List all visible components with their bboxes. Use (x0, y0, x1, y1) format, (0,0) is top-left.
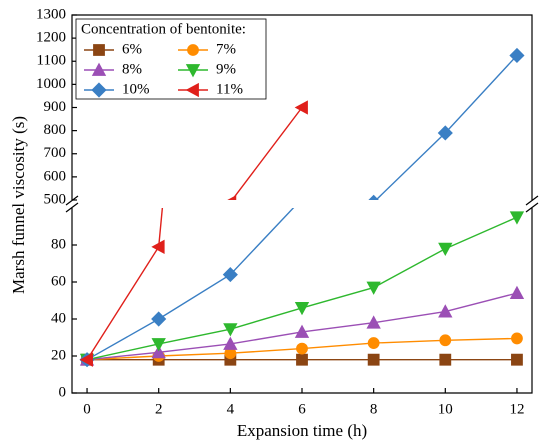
y-tick-label: 600 (44, 168, 67, 184)
y-tick-label: 800 (44, 122, 67, 138)
y-tick-label: 1200 (36, 30, 66, 46)
marker (223, 323, 238, 337)
marker (509, 47, 525, 64)
legend-marker (185, 64, 201, 78)
marker (366, 281, 381, 295)
marker (296, 353, 308, 366)
marker (511, 353, 523, 366)
marker (438, 242, 453, 257)
legend: Concentration of bentonite: 6% 7% 8% 9% 10% 11… (75, 18, 267, 100)
series-line (86, 208, 164, 361)
y-tick-label: 500 (44, 191, 67, 207)
y-tick-label: 1100 (37, 53, 66, 69)
marker (151, 239, 165, 255)
marker (438, 304, 453, 318)
marker (295, 284, 309, 298)
marker (151, 311, 167, 327)
legend-label: 7% (216, 41, 236, 57)
marker (367, 353, 380, 366)
marker (294, 302, 310, 316)
marker (437, 125, 453, 141)
marker (509, 211, 525, 225)
x-tick-label: 12 (509, 401, 524, 417)
plot-area (79, 47, 525, 368)
marker (151, 344, 166, 359)
legend-marker (91, 62, 107, 76)
y-tick-label: 900 (44, 99, 67, 115)
marker (294, 324, 310, 338)
upper-panel (227, 47, 525, 298)
marker (151, 338, 166, 352)
legend-marker (91, 82, 107, 98)
x-tick-label: 6 (298, 401, 306, 417)
marker (439, 353, 452, 366)
series-line (86, 216, 518, 361)
marker (227, 195, 237, 200)
lower-panel (79, 208, 525, 368)
marker (79, 352, 93, 367)
series-line (231, 107, 303, 200)
legend-title: Concentration of bentonite: (81, 21, 246, 37)
x-tick-label: 0 (83, 401, 91, 417)
legend-marker (93, 44, 105, 56)
y-axis-label: Marsh funnel viscosity (s) (9, 116, 28, 294)
y-tick-label: 20 (51, 347, 66, 363)
legend-marker (187, 44, 199, 56)
x-tick-label: 10 (438, 401, 453, 417)
y-tick-label: 1300 (36, 6, 66, 22)
y-tick-label: 40 (51, 310, 66, 326)
legend-marker (185, 82, 199, 98)
y-tick-label: 80 (51, 236, 66, 252)
x-axis-label: Expansion time (h) (237, 421, 367, 440)
legend-label: 10% (122, 81, 150, 97)
marker (296, 342, 308, 355)
legend-label: 11% (216, 81, 243, 97)
marker (368, 194, 379, 200)
marker (294, 100, 308, 115)
legend-label: 6% (122, 41, 142, 57)
marker (511, 332, 523, 345)
y-tick-label: 60 (51, 273, 66, 289)
x-tick-label: 2 (155, 401, 163, 417)
legend-label: 9% (216, 61, 236, 77)
marker (439, 334, 452, 347)
y-tick-label: 700 (44, 145, 67, 161)
legend-label: 8% (122, 61, 142, 77)
marker (366, 315, 381, 329)
y-tick-label: 1000 (36, 76, 66, 92)
y-tick-label: 0 (59, 384, 67, 400)
legend-box (75, 18, 267, 100)
marker (222, 267, 238, 283)
marker (509, 285, 525, 299)
marker (223, 336, 238, 350)
marker (367, 337, 380, 349)
x-tick-label: 4 (227, 401, 235, 417)
x-tick-label: 8 (370, 401, 378, 417)
